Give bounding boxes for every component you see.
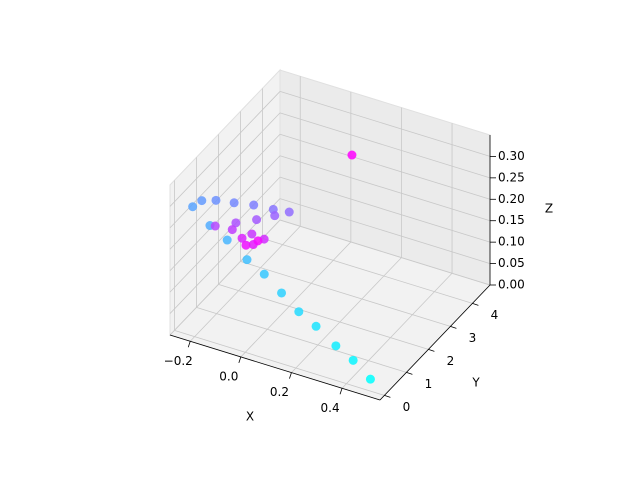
grid-line: [218, 284, 429, 350]
z-tick-label: 0.30: [498, 149, 525, 163]
grid-line: [169, 176, 281, 293]
tick-mark: [384, 395, 391, 398]
x-axis-label: X: [246, 410, 254, 424]
grid-line: [279, 91, 491, 157]
point: [365, 374, 375, 384]
point: [331, 341, 341, 351]
point: [294, 307, 304, 317]
point: [284, 207, 294, 217]
grid-line: [279, 198, 491, 264]
point: [197, 196, 207, 206]
tick-mark: [406, 372, 413, 375]
z-axis-label: Z: [545, 202, 553, 216]
tick-mark: [472, 303, 479, 306]
tick-mark: [289, 372, 292, 379]
grid-line: [240, 241, 352, 358]
tick-mark: [450, 326, 457, 329]
y-tick-label: 4: [491, 308, 499, 322]
grid-line: [279, 155, 491, 222]
grid-line: [279, 176, 491, 243]
y-tick-label: 2: [447, 354, 455, 368]
y-tick-label: 3: [469, 331, 477, 345]
point: [347, 150, 357, 160]
point: [252, 215, 262, 225]
tick-mark: [187, 341, 191, 348]
y-tick-label: 1: [425, 377, 433, 391]
tick-mark: [428, 349, 435, 352]
z-tick-label: 0.00: [498, 278, 525, 292]
grid-line: [279, 112, 491, 179]
point: [348, 355, 358, 365]
z-tick-label: 0.15: [498, 213, 525, 227]
point: [259, 269, 269, 279]
grid-line: [169, 112, 281, 229]
point: [311, 321, 321, 331]
grid-line: [174, 330, 385, 396]
point: [242, 255, 252, 265]
point: [211, 195, 221, 205]
grid-line: [169, 134, 281, 250]
z-tick-label: 0.10: [498, 235, 525, 249]
point: [229, 198, 239, 208]
grid-line: [279, 133, 491, 200]
point: [227, 225, 237, 235]
grid-line: [279, 219, 491, 286]
y-axis-line: [379, 284, 491, 401]
grid-line: [169, 155, 281, 271]
point: [188, 202, 198, 212]
point: [247, 229, 257, 239]
point: [231, 218, 241, 228]
z-tick-label: 0.25: [498, 170, 525, 184]
x-tick-label: 0.2: [270, 385, 289, 399]
grid-line: [291, 257, 402, 373]
point: [277, 288, 287, 298]
grid-line: [189, 225, 301, 342]
x-tick-label: 0.4: [321, 401, 340, 415]
grid-line: [169, 198, 281, 314]
z-tick-label: 0.20: [498, 192, 525, 206]
point: [249, 200, 259, 210]
x-tick-label: 0.0: [219, 369, 238, 383]
point: [270, 211, 280, 221]
y-tick-label: 0: [403, 400, 411, 414]
x-axis-line: [169, 334, 381, 401]
grid-line: [196, 307, 407, 373]
point: [222, 235, 232, 245]
y-axis-label: Y: [471, 376, 480, 390]
point: [210, 221, 220, 231]
tick-mark: [339, 388, 343, 395]
x-tick-label: −0.2: [164, 354, 193, 368]
grid-line: [169, 91, 281, 207]
point: [237, 233, 247, 243]
grid-line: [262, 238, 473, 304]
grid-line: [341, 272, 453, 389]
grid-line: [240, 261, 451, 327]
tick-mark: [238, 356, 242, 364]
point: [253, 236, 263, 246]
z-tick-label: 0.05: [498, 256, 525, 270]
point: [241, 240, 251, 250]
